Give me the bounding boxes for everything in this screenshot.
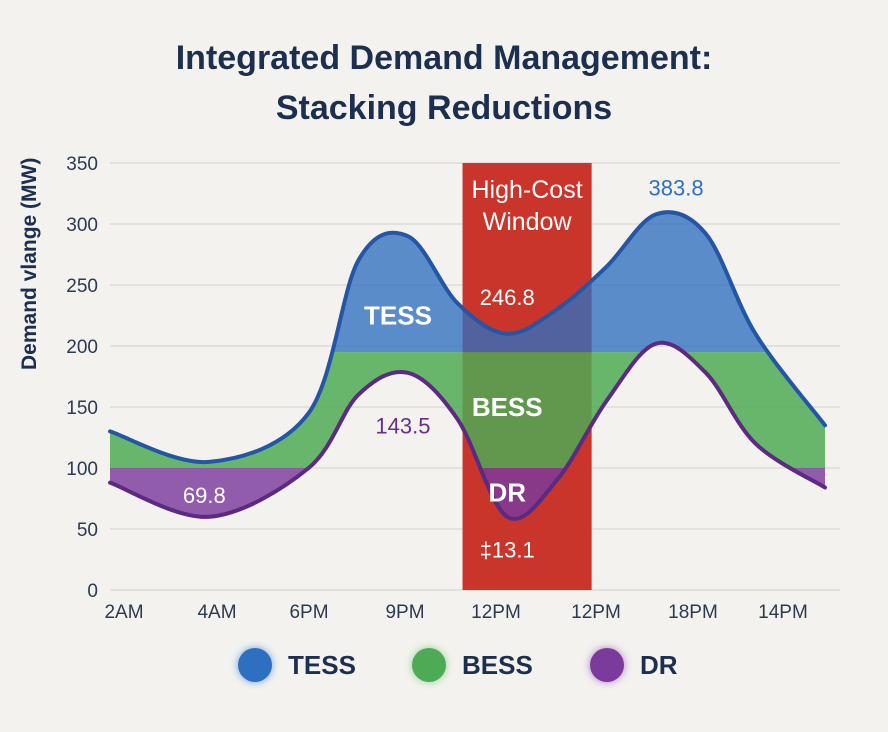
label-layer: High-Cost Window TESS BESS DR 383.8 246.8 143.5… [183, 175, 704, 562]
x-tick-2: 6PM [289, 602, 328, 623]
x-tick-4: 12PM [471, 602, 521, 623]
legend-item-tess: TESS [238, 640, 356, 690]
x-tick-6: 18PM [668, 602, 718, 623]
legend-label-dr: DR [640, 649, 678, 680]
legend: TESS BESS DR [0, 640, 888, 690]
annotation-4: ‡13.1 [480, 538, 535, 563]
legend-label-tess: TESS [288, 649, 356, 680]
legend-swatch-dr [590, 648, 624, 682]
legend-label-bess: BESS [462, 649, 533, 680]
x-tick-labels: 2AM 4AM 6PM 9PM 12PM 12PM 18PM 14PM [104, 602, 807, 623]
x-tick-5: 12PM [571, 602, 621, 623]
annotation-3: 69.8 [183, 483, 226, 508]
band-label-tess: TESS [364, 301, 432, 331]
y-tick-250: 250 [66, 276, 98, 297]
x-tick-1: 4AM [197, 602, 236, 623]
high-cost-label-line-1: High-Cost [472, 176, 583, 204]
line-layer [108, 210, 827, 521]
annotation-2: 143.5 [375, 413, 430, 438]
y-tick-150: 150 [66, 398, 98, 419]
annotation-0: 383.8 [649, 175, 704, 200]
legend-swatch-bess [412, 648, 446, 682]
x-tick-0: 2AM [104, 602, 143, 623]
annotation-1: 246.8 [480, 285, 535, 310]
chart-title-line-1: Integrated Demand Management: [175, 39, 713, 77]
y-tick-350: 350 [66, 154, 98, 175]
legend-swatch-tess [238, 648, 272, 682]
y-tick-100: 100 [66, 459, 98, 480]
x-tick-7: 14PM [758, 602, 808, 623]
legend-item-dr: DR [590, 640, 678, 690]
y-tick-300: 300 [66, 215, 98, 236]
y-axis-label: Demand vlange (MW) [18, 157, 41, 370]
y-tick-labels: 0 50 100 150 200 250 300 350 [66, 154, 98, 602]
band-label-bess: BESS [472, 392, 543, 422]
y-tick-200: 200 [66, 337, 98, 358]
tess-line [108, 210, 827, 464]
high-cost-label-line-2: Window [483, 208, 573, 236]
y-tick-50: 50 [77, 520, 98, 541]
band-label-dr: DR [488, 477, 526, 507]
y-tick-0: 0 [87, 581, 98, 602]
chart-title-line-2: Stacking Reductions [275, 89, 613, 127]
legend-item-bess: BESS [412, 640, 533, 690]
x-tick-3: 9PM [385, 602, 424, 623]
dr-line [108, 340, 827, 521]
